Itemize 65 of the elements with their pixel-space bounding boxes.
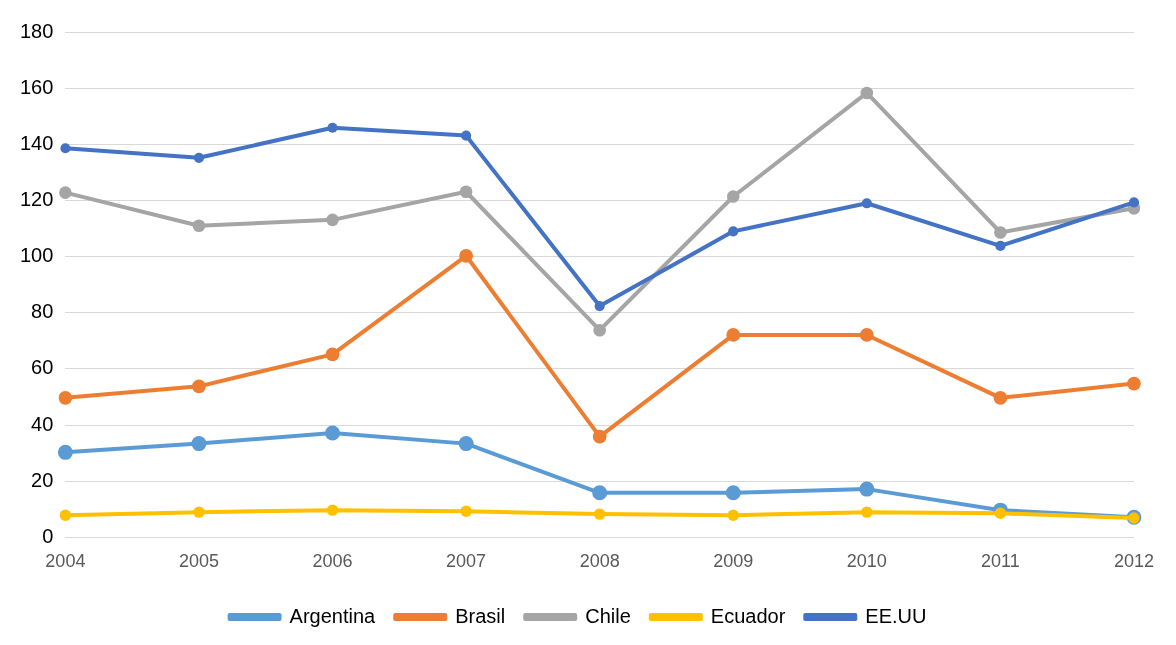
y-tick-label: 20: [31, 468, 54, 491]
point: [994, 507, 1007, 519]
point: [60, 143, 71, 154]
point: [995, 240, 1006, 252]
point: [993, 390, 1008, 405]
point: [459, 248, 473, 263]
point: [594, 300, 605, 312]
x-tick-label: 2008: [579, 551, 620, 572]
point: [59, 186, 72, 199]
point: [860, 86, 874, 100]
x-tick-label: 2005: [178, 551, 219, 572]
point: [859, 328, 874, 342]
y-tick-label: 180: [19, 19, 54, 42]
legend-label: Chile: [585, 604, 631, 627]
y-tick-label: 140: [19, 131, 54, 154]
x-tick-label: 2006: [312, 551, 353, 572]
legend-label: EE.UU: [865, 604, 927, 627]
x-tick-label: 2010: [846, 551, 887, 572]
legend-label: Brasil: [455, 604, 506, 627]
point: [861, 198, 872, 209]
x-tick-label: 2004: [45, 551, 86, 572]
point: [593, 323, 606, 337]
y-tick-label: 160: [19, 75, 54, 98]
point: [726, 190, 740, 203]
point: [725, 485, 741, 501]
x-tick-label: 2011: [981, 551, 1020, 572]
point: [460, 505, 472, 517]
point: [58, 390, 73, 405]
point: [193, 506, 205, 518]
x-tick-label: 2009: [713, 551, 754, 572]
point: [325, 347, 340, 362]
y-tick-label: 0: [42, 524, 54, 547]
point: [327, 122, 338, 133]
x-tick-label: 2007: [446, 551, 487, 572]
point: [458, 436, 474, 452]
point: [325, 425, 341, 441]
point: [994, 226, 1007, 239]
y-tick-label: 40: [31, 412, 54, 435]
point: [459, 185, 473, 199]
point: [192, 219, 206, 233]
point: [593, 508, 606, 520]
point: [1128, 197, 1140, 208]
y-tick-label: 80: [31, 300, 54, 323]
point: [461, 130, 472, 141]
point: [193, 152, 205, 163]
point: [592, 485, 608, 501]
point: [592, 429, 607, 444]
point: [326, 213, 339, 227]
x-tick-label: 2012: [1113, 551, 1154, 572]
point: [726, 328, 741, 342]
point: [861, 506, 873, 518]
y-tick-label: 100: [19, 244, 54, 267]
point: [192, 379, 206, 394]
legend-label: Ecuador: [710, 604, 786, 627]
point: [728, 226, 739, 237]
point: [326, 504, 339, 516]
y-tick-label: 120: [19, 187, 54, 210]
point: [57, 444, 73, 460]
point: [727, 509, 739, 521]
point: [191, 436, 207, 452]
legend-label: Argentina: [289, 604, 377, 627]
point: [859, 481, 875, 497]
point: [59, 509, 72, 521]
point: [1127, 376, 1141, 391]
y-tick-label: 60: [31, 356, 54, 379]
